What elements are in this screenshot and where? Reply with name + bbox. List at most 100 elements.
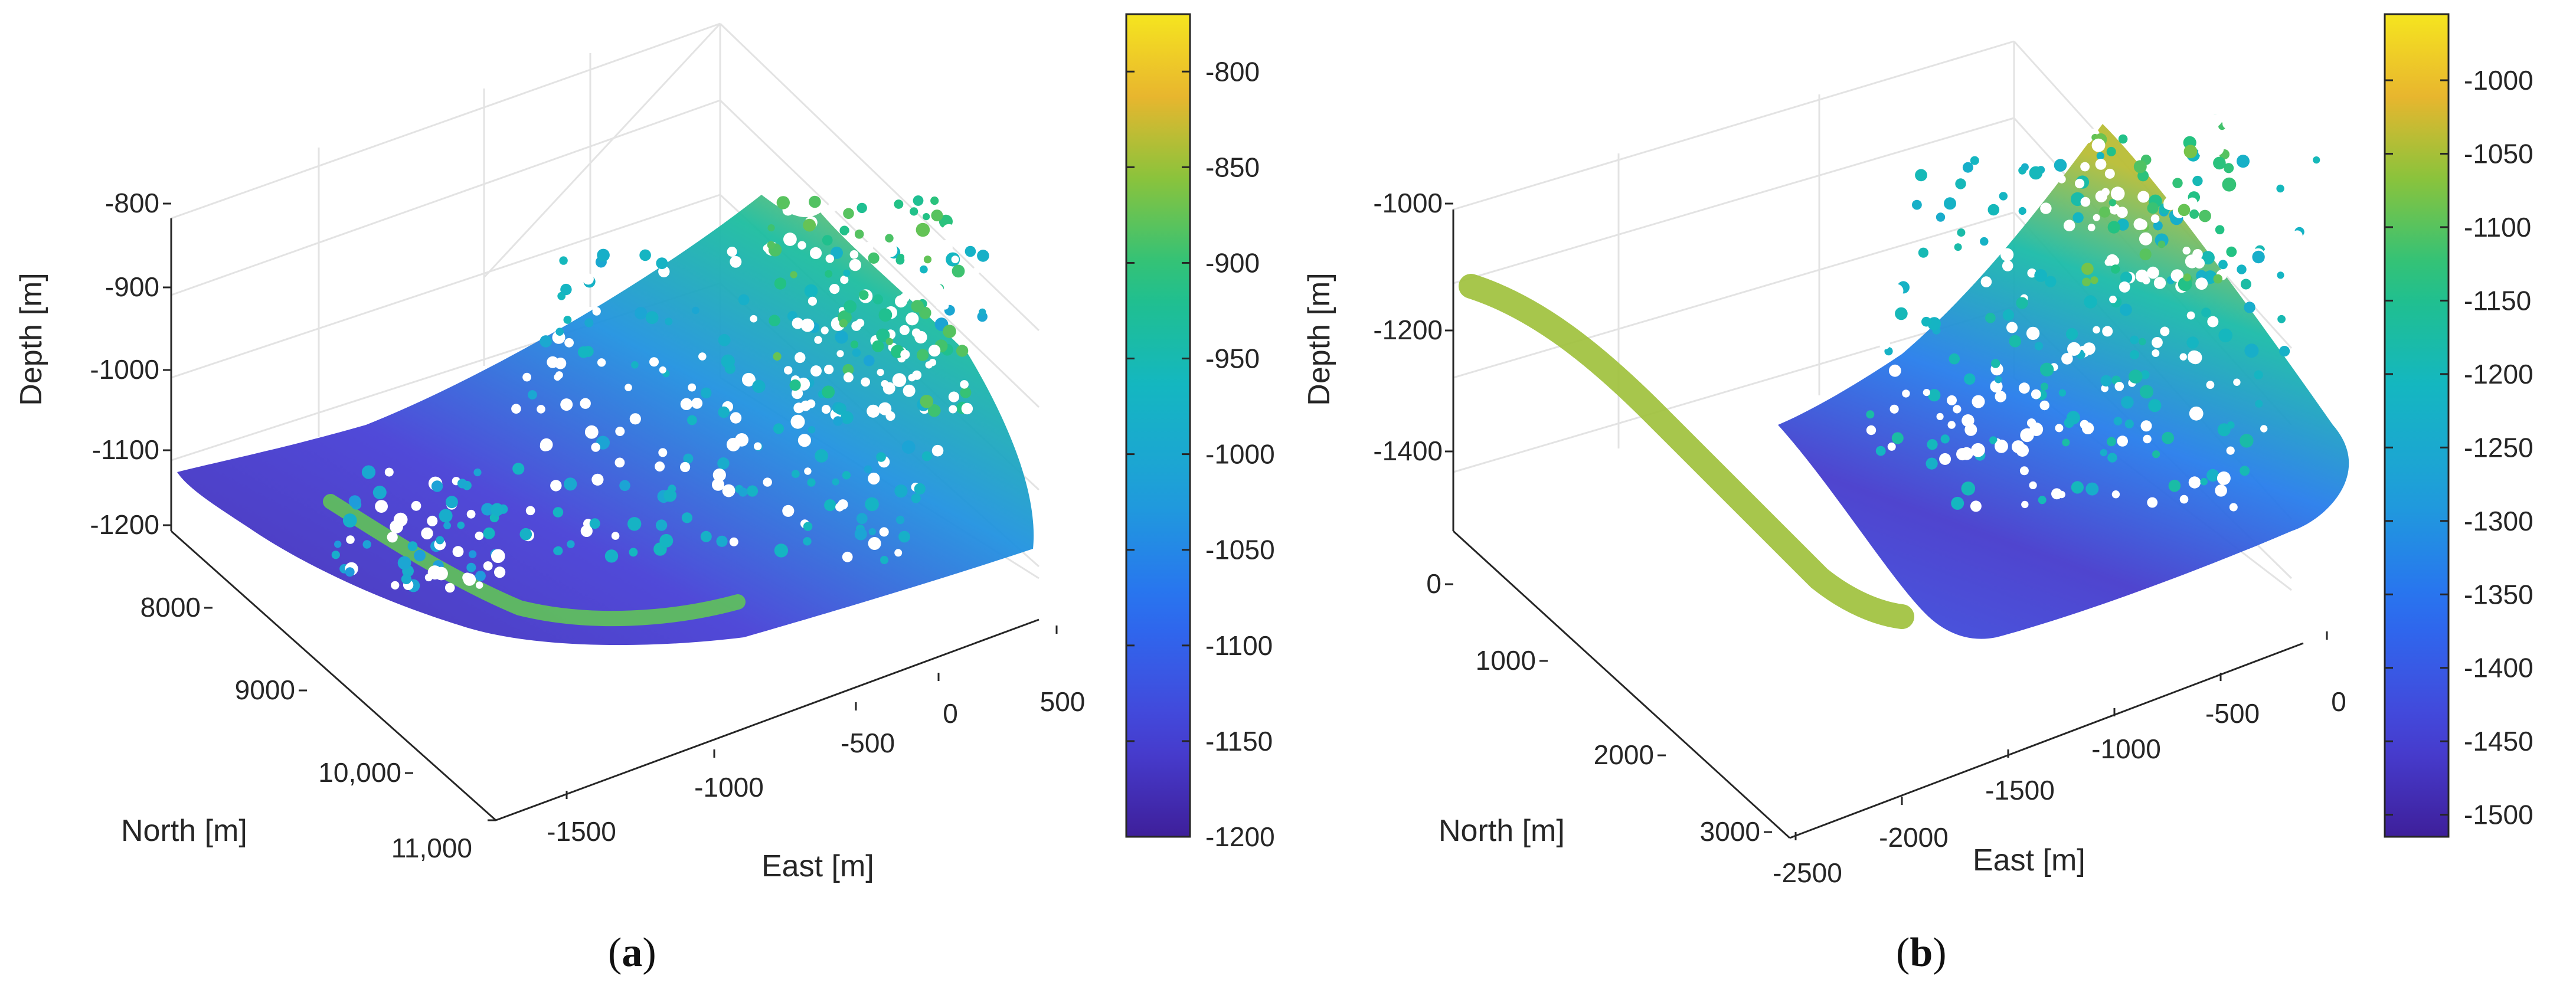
p0-data-point [767,241,775,249]
p0-data-point [792,317,804,329]
p0-ridge-feature [323,494,746,627]
p1-data-point [1957,228,1966,237]
p1-data-point [2038,496,2047,505]
p1-data-point [1947,395,1957,405]
p0-data-point [911,300,924,313]
p1-data-point [2117,435,2128,447]
p1-data-point [1866,410,1875,419]
p0-data-point [476,581,483,589]
chart-a: -800 -900 -1000 -1100 -1200 8000 9000 10,000 11,… [14,13,1275,883]
p0-data-point [880,556,889,564]
p0-data-point [913,195,924,206]
p0-data-point [861,377,870,387]
p0-data-point [597,358,606,367]
p0-data-point [591,443,600,452]
p0-data-point [910,207,918,216]
p0-data-point [783,233,797,246]
p0-data-point [519,528,532,541]
p1-data-point [2058,389,2067,397]
p0-data-point [592,307,601,316]
p1-data-point [2002,309,2015,321]
p1-xlabel: East [m] [1973,843,2085,877]
p1-data-point [2252,250,2265,264]
p0-data-point [348,495,361,507]
p1-data-point [2237,155,2250,168]
p1-data-point [2279,346,2290,357]
p1-data-point [1962,162,1973,173]
p0-data-point [808,296,817,306]
p0-data-point [691,398,703,409]
p1-data-point [1917,281,1929,292]
p1-data-point [2067,342,2081,356]
p0-colorbar [1125,13,1191,838]
p0-data-point [431,480,443,492]
p1-y-tick-label-0: 0 [1426,568,1441,599]
p1-data-point [2276,184,2284,193]
p1-data-point [1919,258,1930,270]
p0-data-point [911,328,921,338]
p1-data-point [1969,258,1979,268]
p0-data-point [462,572,472,582]
p1-data-point [2137,191,2150,203]
p0-data-point [629,413,641,425]
p1-data-point [2080,162,2090,172]
p0-data-point [977,250,989,262]
p0-data-point [949,405,957,414]
p1-data-point [1947,421,1956,429]
p1-data-point [2170,269,2184,282]
p1-data-point [2040,382,2048,391]
p0-data-point [627,517,642,531]
p1-data-point [1970,156,1979,165]
p0-grid-line-1 [483,22,721,279]
p0-grid-line-9 [171,99,721,296]
p1-data-point [2142,276,2150,284]
p0-data-point [797,241,806,250]
p0-data-point [867,404,880,418]
p0-data-point [843,269,851,277]
p0-data-point [494,567,506,578]
p0-data-point [700,531,712,542]
p1-data-point [1879,338,1891,350]
p1-data-point [2226,446,2235,455]
p0-data-point [916,222,930,237]
p1-data-point [2027,268,2036,278]
p0-y-tick-label-1: 9000 [235,674,295,705]
p1-data-point [2244,343,2259,358]
p0-data-point [789,379,801,391]
p1-data-point [2087,224,2096,231]
p0-data-point [361,465,376,479]
p1-data-point [1936,212,1946,222]
p1-data-point [2147,497,2158,508]
p1-data-point [2240,279,2251,290]
p1-data-point [2100,375,2112,387]
p0-data-point [878,308,893,322]
p1-data-point [2215,484,2227,497]
p1-data-point [1990,380,2003,393]
p0-data-point [639,249,651,261]
p1-data-point [2101,384,2108,392]
p1-data-point [1947,149,1958,160]
p0-data-point [773,423,784,434]
p1-data-point [2057,175,2066,184]
p0-data-point [681,512,692,523]
p1-data-point [1924,185,1937,199]
p0-data-point [838,499,848,510]
p0-data-point [784,366,793,375]
p0-data-point [864,465,872,473]
p1-data-point [2080,420,2089,429]
p0-data-point [421,527,433,540]
p0-data-point [491,549,505,564]
p0-data-point [649,357,659,367]
p1-colorbar [2384,13,2450,838]
p0-data-point [722,484,735,497]
p1-data-point [1980,162,1992,173]
p0-data-point [960,387,972,398]
p0-data-point [540,335,552,348]
p0-data-point [680,461,691,473]
p0-data-point [655,519,668,531]
p0-data-point [397,556,411,570]
p0-data-point [738,487,748,497]
p0-data-point [839,319,848,328]
p0-axis-line-1 [171,530,496,821]
p0-data-point [604,549,619,563]
